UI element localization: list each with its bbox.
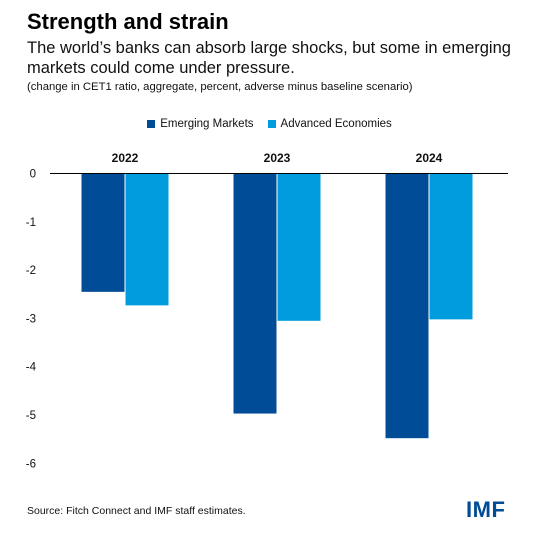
category-label-2022: 2022 (112, 151, 139, 165)
legend-item-advanced: Advanced Economies (267, 118, 392, 130)
category-label-2023: 2023 (264, 151, 291, 165)
y-tick-label: -6 (26, 458, 36, 470)
y-tick-label: -1 (26, 217, 36, 229)
legend: Emerging Markets Advanced Economies (0, 118, 539, 130)
chart-title: Strength and strain (27, 9, 229, 34)
chart-subtitle: The world’s banks can absorb large shock… (27, 39, 511, 77)
y-tick-label: -2 (26, 265, 36, 277)
imf-logo: IMF (466, 497, 506, 522)
y-tick-label: -3 (26, 313, 36, 325)
y-tick-label: -4 (26, 362, 37, 374)
legend-label-emerging: Emerging Markets (160, 118, 254, 130)
y-tick-label: -5 (26, 410, 36, 422)
source-note: Source: Fitch Connect and IMF staff esti… (27, 505, 246, 517)
bar-advanced-2023 (277, 173, 321, 321)
bar-advanced-2022 (125, 173, 169, 306)
legend-item-emerging: Emerging Markets (147, 118, 254, 130)
bar-emerging-2023 (233, 173, 277, 414)
chart-note: (change in CET1 ratio, aggregate, percen… (27, 81, 413, 93)
bar-advanced-2024 (429, 173, 473, 320)
bar-emerging-2024 (385, 173, 429, 439)
bar-emerging-2022 (81, 173, 125, 292)
legend-swatch-advanced (267, 120, 276, 128)
legend-label-advanced: Advanced Economies (280, 118, 392, 130)
category-label-2024: 2024 (416, 151, 443, 165)
legend-swatch-emerging (147, 120, 156, 128)
y-tick-label: 0 (30, 169, 36, 181)
